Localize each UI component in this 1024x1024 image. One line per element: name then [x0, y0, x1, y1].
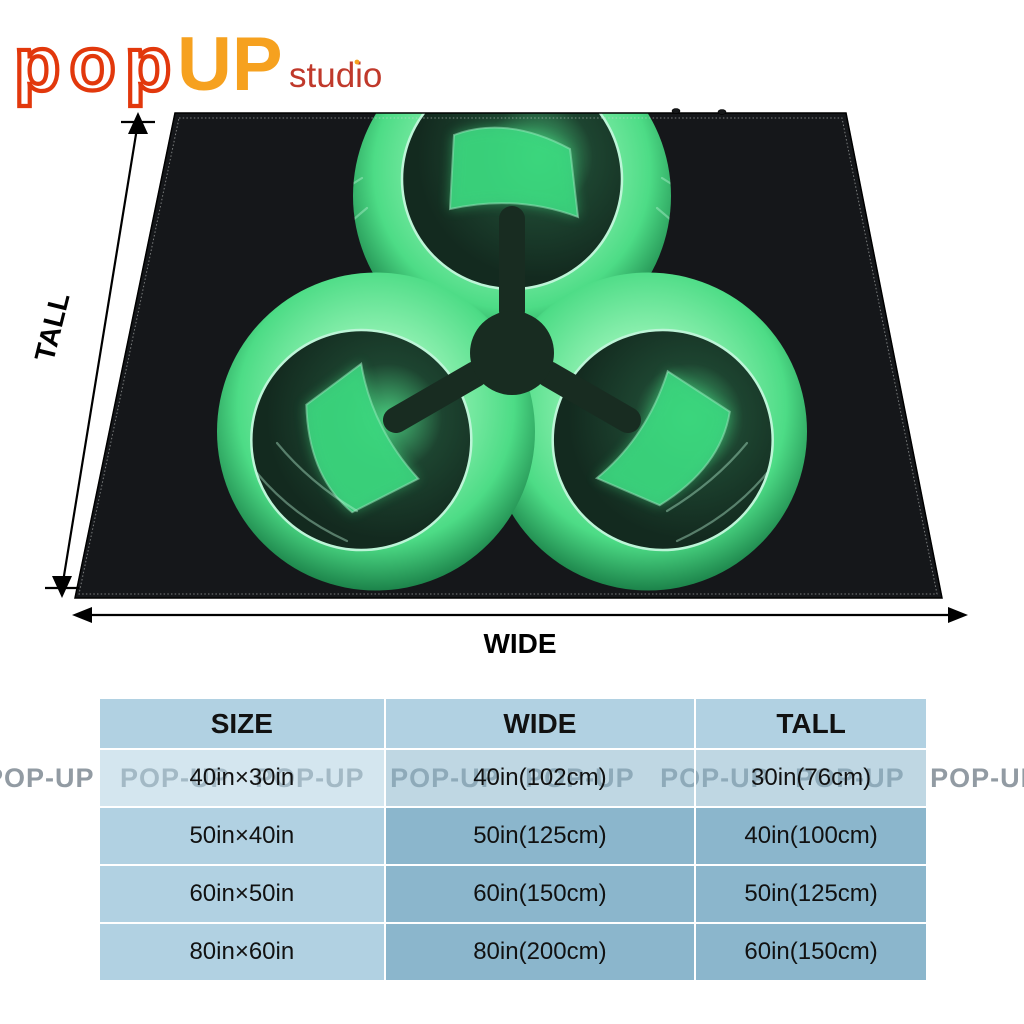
svg-text:TALL: TALL — [29, 290, 76, 365]
svg-text:WIDE: WIDE — [483, 628, 556, 659]
